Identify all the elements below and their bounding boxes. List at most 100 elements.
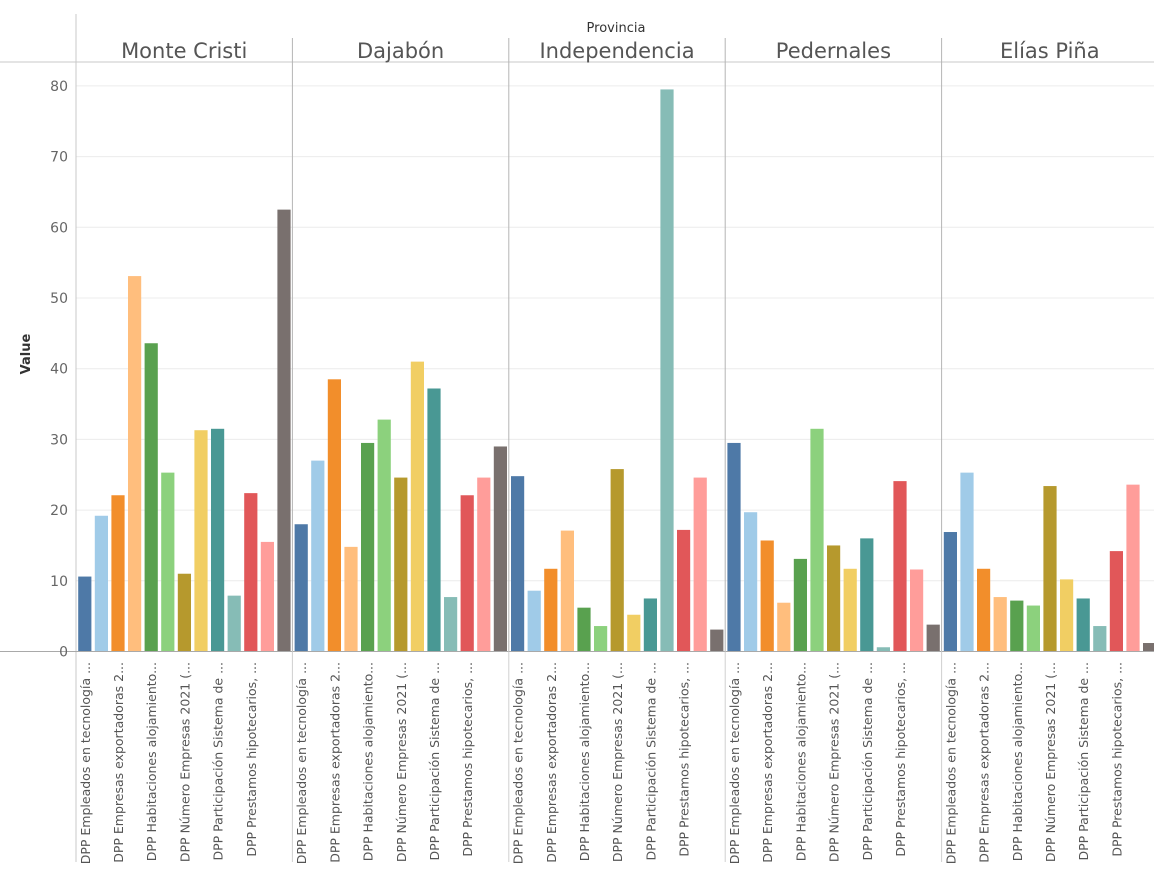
category-label: DPP Empresas exportadoras 2... xyxy=(977,662,992,863)
bar xyxy=(577,607,591,652)
bar xyxy=(1060,579,1074,652)
category-label: DPP Empleados en tecnología ... xyxy=(943,662,958,864)
y-tick-label: 20 xyxy=(50,503,68,519)
bar xyxy=(910,569,924,652)
bar xyxy=(311,460,325,652)
category-label: DPP Participación Sistema de ... xyxy=(860,662,875,861)
bar xyxy=(78,576,92,652)
bar xyxy=(1126,484,1140,652)
chart-frame xyxy=(0,14,1154,862)
bar xyxy=(744,512,758,652)
bar xyxy=(394,477,408,652)
category-label: DPP Número Empresas 2021 (... xyxy=(827,662,842,862)
bar xyxy=(1043,486,1057,652)
category-label: DPP Empleados en tecnología ... xyxy=(727,662,742,864)
bar xyxy=(128,276,142,652)
bar xyxy=(693,477,707,652)
category-label: DPP Prestamos hipotecarios, ... xyxy=(460,662,475,857)
bar xyxy=(610,469,624,652)
y-tick-label: 40 xyxy=(50,362,68,378)
bar xyxy=(1076,598,1090,652)
bars xyxy=(78,89,1154,652)
bar xyxy=(860,538,874,652)
bar xyxy=(777,602,791,652)
bar xyxy=(943,532,957,652)
y-tick-label: 30 xyxy=(50,432,68,448)
panel-title: Monte Cristi xyxy=(121,39,247,63)
bar xyxy=(227,595,241,652)
bar xyxy=(327,379,341,652)
category-label: DPP Empleados en tecnología ... xyxy=(511,662,526,864)
category-label: DPP Número Empresas 2021 (... xyxy=(177,662,192,862)
bar xyxy=(111,495,125,652)
y-axis-title: Value xyxy=(19,333,34,374)
bar xyxy=(843,568,857,652)
bar xyxy=(460,495,474,652)
bar xyxy=(477,477,491,652)
bar xyxy=(876,647,890,652)
bar xyxy=(827,545,841,652)
bar xyxy=(1109,551,1123,652)
bar xyxy=(993,597,1007,652)
bar xyxy=(194,430,208,652)
bar xyxy=(1026,605,1040,652)
bar xyxy=(643,598,657,652)
y-tick-label: 50 xyxy=(50,291,68,307)
bar xyxy=(544,568,558,652)
bar xyxy=(161,472,175,652)
category-label: DPP Empresas exportadoras 2... xyxy=(111,662,126,863)
bar xyxy=(677,529,691,652)
category-label: DPP Habitaciones alojamiento... xyxy=(144,662,159,861)
category-label: DPP Empleados en tecnología ... xyxy=(294,662,309,864)
category-label: DPP Número Empresas 2021 (... xyxy=(1043,662,1058,862)
y-tick-label: 60 xyxy=(50,220,68,236)
category-label: DPP Prestamos hipotecarios, ... xyxy=(1109,662,1124,857)
bar xyxy=(94,515,108,652)
y-axis: 0 10 20 30 40 50 60 70 80 xyxy=(50,79,68,661)
y-tick-label: 0 xyxy=(59,645,68,661)
bar xyxy=(277,209,291,652)
category-label: DPP Número Empresas 2021 (... xyxy=(394,662,409,862)
category-label: DPP Participación Sistema de ... xyxy=(427,662,442,861)
panel-title: Independencia xyxy=(539,39,694,63)
bar xyxy=(444,597,458,652)
bar xyxy=(377,419,391,652)
bar xyxy=(294,524,308,652)
bar xyxy=(760,540,774,652)
facet-header: Provincia xyxy=(587,21,646,36)
category-label: DPP Habitaciones alojamiento... xyxy=(793,662,808,861)
category-label: DPP Prestamos hipotecarios, ... xyxy=(893,662,908,857)
category-label: DPP Empresas exportadoras 2... xyxy=(327,662,342,863)
category-label: DPP Prestamos hipotecarios, ... xyxy=(677,662,692,857)
panel-title: Dajabón xyxy=(357,39,444,63)
bar xyxy=(427,388,441,652)
category-label: DPP Habitaciones alojamiento... xyxy=(1010,662,1025,861)
bar xyxy=(410,361,424,652)
y-tick-label: 70 xyxy=(50,150,68,166)
bar xyxy=(1010,600,1024,652)
category-label: DPP Empresas exportadoras 2... xyxy=(544,662,559,863)
category-labels: DPP Empleados en tecnología ... DPP Empre… xyxy=(78,662,1125,864)
bar xyxy=(727,442,741,652)
bar xyxy=(893,481,907,652)
bar xyxy=(260,541,274,652)
bar xyxy=(926,624,940,652)
bar xyxy=(560,530,574,652)
category-label: DPP Prestamos hipotecarios, ... xyxy=(244,662,259,857)
bar xyxy=(177,573,191,652)
category-label: DPP Participación Sistema de ... xyxy=(643,662,658,861)
category-label: DPP Habitaciones alojamiento... xyxy=(577,662,592,861)
panel-title: Elías Piña xyxy=(1000,39,1100,63)
bar xyxy=(810,428,824,652)
category-label: DPP Empleados en tecnología ... xyxy=(78,662,93,864)
bar xyxy=(211,428,225,652)
bar xyxy=(594,626,608,652)
y-tick-label: 10 xyxy=(50,574,68,590)
bar xyxy=(1143,643,1154,652)
bar xyxy=(527,590,541,652)
category-label: DPP Número Empresas 2021 (... xyxy=(610,662,625,862)
bar xyxy=(144,343,158,652)
bar xyxy=(344,546,358,652)
bar xyxy=(793,558,807,652)
bar xyxy=(493,446,507,652)
